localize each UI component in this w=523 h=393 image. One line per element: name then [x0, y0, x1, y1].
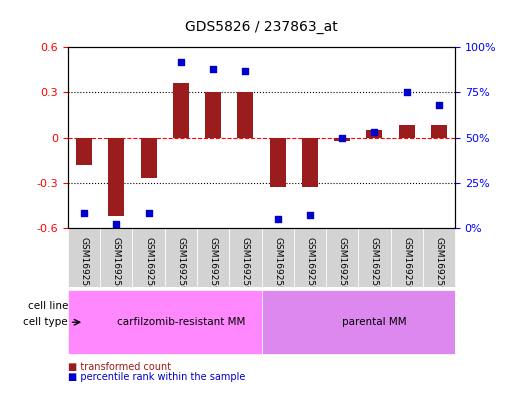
Point — [112, 221, 120, 228]
Text: ■ percentile rank within the sample: ■ percentile rank within the sample — [68, 372, 245, 382]
FancyBboxPatch shape — [197, 228, 229, 287]
Text: cell type: cell type — [24, 317, 68, 327]
Text: GSM1692594: GSM1692594 — [305, 237, 314, 297]
Text: GSM1692588: GSM1692588 — [112, 237, 121, 298]
FancyBboxPatch shape — [100, 228, 132, 287]
Bar — [108, 138, 124, 216]
FancyBboxPatch shape — [262, 290, 455, 354]
FancyBboxPatch shape — [262, 228, 294, 287]
FancyBboxPatch shape — [165, 228, 197, 287]
Text: GSM1692596: GSM1692596 — [370, 237, 379, 298]
Point — [403, 89, 411, 95]
Bar — [141, 138, 157, 178]
Point — [177, 59, 185, 65]
Text: ■ transformed count: ■ transformed count — [68, 362, 171, 373]
Point — [370, 129, 379, 135]
Point — [144, 210, 153, 217]
Bar — [237, 92, 254, 138]
Text: GSM1692592: GSM1692592 — [241, 237, 250, 297]
FancyBboxPatch shape — [132, 228, 165, 287]
Text: KMS-11: KMS-11 — [290, 301, 329, 310]
Text: GSM1692598: GSM1692598 — [435, 237, 444, 298]
FancyBboxPatch shape — [294, 228, 326, 287]
Bar — [205, 92, 221, 138]
Point — [209, 66, 218, 72]
Bar — [366, 130, 382, 138]
Point — [435, 102, 443, 108]
FancyBboxPatch shape — [423, 228, 455, 287]
FancyBboxPatch shape — [391, 228, 423, 287]
Bar — [269, 138, 286, 187]
Bar — [431, 125, 447, 138]
FancyBboxPatch shape — [68, 289, 165, 322]
Text: GSM1692591: GSM1692591 — [209, 237, 218, 298]
FancyBboxPatch shape — [326, 228, 358, 287]
Text: GSM1692589: GSM1692589 — [144, 237, 153, 298]
FancyBboxPatch shape — [68, 228, 100, 287]
Text: GSM1692595: GSM1692595 — [338, 237, 347, 298]
Text: GSM1692590: GSM1692590 — [176, 237, 185, 298]
Text: GSM1692597: GSM1692597 — [402, 237, 411, 298]
Text: carfilzomib-resistant MM: carfilzomib-resistant MM — [117, 317, 245, 327]
Point — [241, 68, 249, 74]
Text: GDS5826 / 237863_at: GDS5826 / 237863_at — [185, 20, 338, 34]
FancyBboxPatch shape — [229, 228, 262, 287]
FancyBboxPatch shape — [262, 289, 358, 322]
FancyBboxPatch shape — [165, 289, 262, 322]
Bar — [173, 83, 189, 138]
Text: KMS-34/Cfz: KMS-34/Cfz — [184, 301, 243, 310]
Text: cell line: cell line — [28, 301, 68, 310]
Text: KMS-34: KMS-34 — [387, 301, 426, 310]
Bar — [399, 125, 415, 138]
Bar — [302, 138, 318, 187]
Text: parental MM: parental MM — [342, 317, 407, 327]
Text: GSM1692593: GSM1692593 — [273, 237, 282, 298]
Bar — [334, 138, 350, 141]
Text: KMS-11/Cfz: KMS-11/Cfz — [103, 301, 162, 310]
Point — [338, 134, 346, 141]
FancyBboxPatch shape — [68, 290, 262, 354]
Text: GSM1692587: GSM1692587 — [79, 237, 88, 298]
Point — [80, 210, 88, 217]
FancyBboxPatch shape — [358, 228, 391, 287]
Point — [305, 212, 314, 219]
Point — [274, 216, 282, 222]
FancyBboxPatch shape — [358, 289, 455, 322]
Bar — [76, 138, 92, 165]
